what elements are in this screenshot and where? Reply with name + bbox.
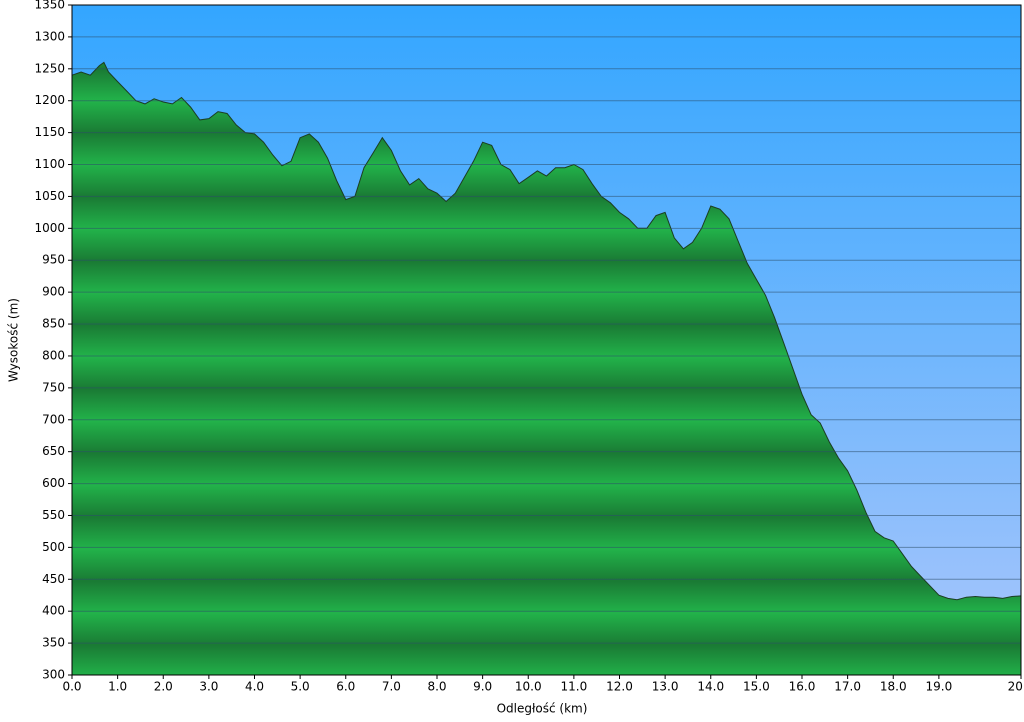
x-tick-label: 9.0 <box>473 680 492 694</box>
x-tick-label: 20.8 <box>1008 680 1024 694</box>
x-tick-label: 6.0 <box>336 680 355 694</box>
y-tick-label: 1150 <box>34 125 65 139</box>
y-tick-label: 600 <box>42 476 65 490</box>
y-tick-label: 800 <box>42 348 65 362</box>
x-tick-label: 12.0 <box>606 680 633 694</box>
y-tick-label: 650 <box>42 444 65 458</box>
area-fill <box>72 62 1021 675</box>
y-axis-label: Wysokość (m) <box>7 298 21 382</box>
y-tick-label: 1250 <box>34 61 65 75</box>
x-tick-label: 18.0 <box>880 680 907 694</box>
y-tick-label: 500 <box>42 540 65 554</box>
y-tick-label: 450 <box>42 572 65 586</box>
x-tick-label: 15.0 <box>743 680 770 694</box>
plot-frame <box>71 4 1022 676</box>
x-tick-label: 17.0 <box>834 680 861 694</box>
y-tick-label: 300 <box>42 668 65 682</box>
y-tick-label: 900 <box>42 285 65 299</box>
x-tick-label: 0.0 <box>62 680 81 694</box>
y-tick-label: 1300 <box>34 29 65 43</box>
y-tick-label: 350 <box>42 636 65 650</box>
elevation-line <box>71 61 1022 601</box>
y-tick-label: 1050 <box>34 189 65 203</box>
y-tick-label: 1350 <box>34 0 65 12</box>
x-tick-label: 19.0 <box>926 680 953 694</box>
x-tick-label: 4.0 <box>245 680 264 694</box>
x-tick-label: 10.0 <box>515 680 542 694</box>
x-tick-label: 13.0 <box>652 680 679 694</box>
y-tick-label: 400 <box>42 604 65 618</box>
x-axis-label: Odległość (km) <box>497 702 588 716</box>
x-tick-label: 11.0 <box>561 680 588 694</box>
y-tick-label: 1100 <box>34 157 65 171</box>
x-tick-label: 2.0 <box>154 680 173 694</box>
y-tick-label: 1000 <box>34 221 65 235</box>
y-tick-label: 850 <box>42 317 65 331</box>
x-tick-label: 1.0 <box>108 680 127 694</box>
y-tick-label: 750 <box>42 380 65 394</box>
y-tick-label: 950 <box>42 253 65 267</box>
x-tick-label: 14.0 <box>697 680 724 694</box>
y-tick-label: 700 <box>42 412 65 426</box>
y-tick-label: 550 <box>42 508 65 522</box>
x-tick-label: 7.0 <box>382 680 401 694</box>
x-tick-label: 8.0 <box>427 680 446 694</box>
x-tick-label: 16.0 <box>789 680 816 694</box>
y-tick-label: 1200 <box>34 93 65 107</box>
x-tick-label: 5.0 <box>291 680 310 694</box>
x-tick-label: 3.0 <box>199 680 218 694</box>
